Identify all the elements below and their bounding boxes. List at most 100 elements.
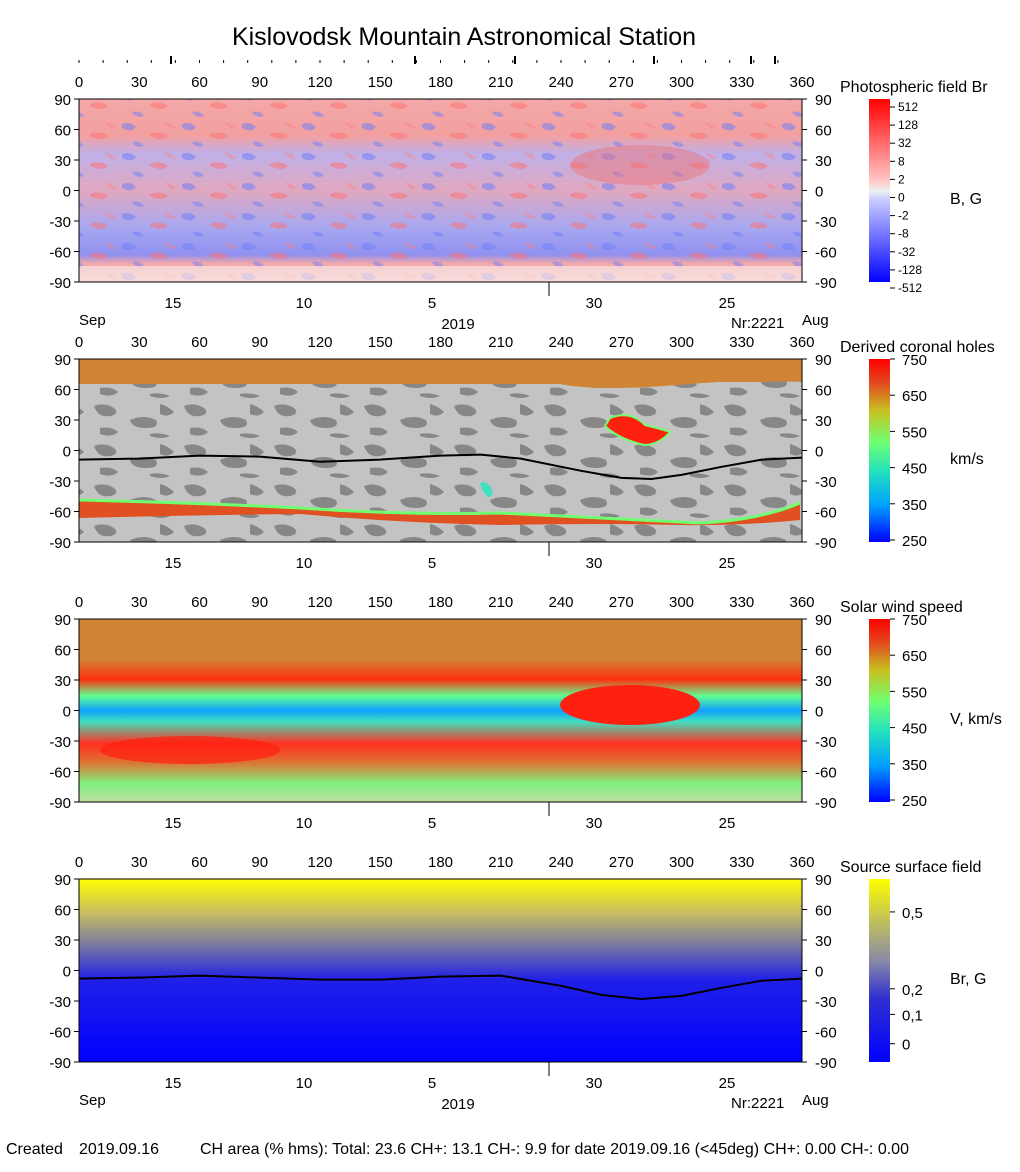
- x-tick-label: 240: [548, 334, 573, 351]
- x-tick-label: 0: [75, 594, 83, 611]
- x-tick-label: 270: [609, 854, 634, 871]
- y-tick-label-right: -90: [815, 1055, 837, 1072]
- y-tick-label-left: 60: [54, 903, 71, 920]
- x-tick-label: 30: [131, 74, 148, 91]
- y-tick-label-right: 90: [815, 352, 832, 369]
- date-tick-label: 10: [296, 815, 313, 832]
- y-tick-label-right: -90: [815, 795, 837, 812]
- panel-title: Source surface field: [840, 859, 981, 876]
- date-tick-label: 30: [586, 555, 603, 572]
- colorbar: [869, 619, 890, 802]
- date-tick-label: 5: [428, 295, 436, 312]
- right-month-label: Aug: [802, 1092, 829, 1109]
- x-tick-label: 30: [131, 854, 148, 871]
- date-tick-label: 15: [165, 555, 182, 572]
- y-tick-label-right: 60: [815, 643, 832, 660]
- date-tick-label: 5: [428, 815, 436, 832]
- colorbar-tick-label: 0,2: [902, 982, 923, 999]
- y-tick-label-right: 60: [815, 123, 832, 140]
- colorbar-tick-label: 550: [902, 684, 927, 701]
- y-tick-label-left: -90: [49, 275, 71, 292]
- date-tick-label: 10: [296, 1075, 313, 1092]
- wind-fast-stream: [560, 685, 700, 725]
- colorbar-tick-label: 2: [898, 172, 905, 186]
- y-tick-label-right: -30: [815, 994, 837, 1011]
- y-tick-label-right: 90: [815, 612, 832, 629]
- y-tick-label-right: 30: [815, 153, 832, 170]
- colorbar-tick-label: 750: [902, 352, 927, 369]
- x-tick-label: 0: [75, 854, 83, 871]
- y-tick-label-left: 60: [54, 643, 71, 660]
- ch-small-hole: [480, 482, 493, 497]
- colorbar: [869, 359, 890, 542]
- panel-title: Derived coronal holes: [840, 339, 995, 356]
- colorbar-tick-label: 0,1: [902, 1007, 923, 1024]
- ch-north-polar-hole: [79, 359, 802, 388]
- y-tick-label-left: 90: [54, 352, 71, 369]
- colorbar-tick-label: 350: [902, 757, 927, 774]
- date-tick-label: 25: [719, 295, 736, 312]
- date-tick-label: 15: [165, 815, 182, 832]
- y-tick-label-right: 60: [815, 903, 832, 920]
- x-tick-label: 180: [428, 74, 453, 91]
- colorbar-tick-label: 750: [902, 612, 927, 629]
- x-tick-label: 330: [729, 74, 754, 91]
- y-tick-label-left: -60: [49, 765, 71, 782]
- colorbar-tick-label: 0: [898, 191, 905, 205]
- colorbar-tick-label: -128: [898, 263, 922, 277]
- map-frame: [78, 618, 803, 803]
- x-tick-label: 30: [131, 334, 148, 351]
- date-tick-label: 5: [428, 1075, 436, 1092]
- x-tick-label: 300: [669, 334, 694, 351]
- y-tick-label-left: 60: [54, 123, 71, 140]
- y-tick-label-right: 0: [815, 184, 823, 201]
- date-tick-label: 10: [296, 295, 313, 312]
- x-tick-label: 240: [548, 74, 573, 91]
- x-tick-label: 90: [251, 854, 268, 871]
- wind-south-fast: [100, 736, 280, 764]
- x-tick-label: 300: [669, 854, 694, 871]
- y-tick-label-left: 90: [54, 612, 71, 629]
- y-tick-label-right: -60: [815, 1025, 837, 1042]
- y-tick-label-left: 60: [54, 383, 71, 400]
- x-tick-label: 270: [609, 74, 634, 91]
- colorbar-tick-label: -8: [898, 227, 909, 241]
- rotation-label: Nr:2221: [731, 1095, 784, 1112]
- x-tick-label: 90: [251, 334, 268, 351]
- date-tick-label: 5: [428, 555, 436, 572]
- x-tick-label: 330: [729, 334, 754, 351]
- date-tick-label: 15: [165, 295, 182, 312]
- y-tick-label-right: -90: [815, 535, 837, 552]
- x-tick-label: 120: [307, 334, 332, 351]
- neutral-line: [78, 974, 803, 1001]
- y-tick-label-left: -90: [49, 795, 71, 812]
- y-tick-label-left: 30: [54, 153, 71, 170]
- x-tick-label: 150: [368, 594, 393, 611]
- date-tick-label: 15: [165, 1075, 182, 1092]
- colorbar-tick-label: 450: [902, 461, 927, 478]
- x-tick-label: 270: [609, 594, 634, 611]
- x-tick-label: 60: [191, 74, 208, 91]
- x-tick-label: 180: [428, 594, 453, 611]
- y-tick-label-left: -60: [49, 1025, 71, 1042]
- y-tick-label-left: -30: [49, 214, 71, 231]
- colorbar: [869, 879, 890, 1062]
- y-tick-label-left: 90: [54, 92, 71, 109]
- x-tick-label: 330: [729, 854, 754, 871]
- date-tick-label: 25: [719, 1075, 736, 1092]
- figure-title: Kislovodsk Mountain Astronomical Station: [232, 23, 696, 51]
- colorbar-tick-label: 650: [902, 648, 927, 665]
- x-tick-label: 180: [428, 334, 453, 351]
- y-tick-label-right: -30: [815, 734, 837, 751]
- x-tick-label: 240: [548, 854, 573, 871]
- x-tick-label: 360: [789, 334, 814, 351]
- x-tick-label: 150: [368, 854, 393, 871]
- y-tick-label-right: -90: [815, 275, 837, 292]
- y-tick-label-right: 0: [815, 964, 823, 981]
- colorbar-tick-label: -32: [898, 245, 916, 259]
- y-tick-label-right: 30: [815, 413, 832, 430]
- y-tick-label-right: -60: [815, 505, 837, 522]
- y-tick-label-left: -60: [49, 245, 71, 262]
- x-tick-label: 210: [488, 594, 513, 611]
